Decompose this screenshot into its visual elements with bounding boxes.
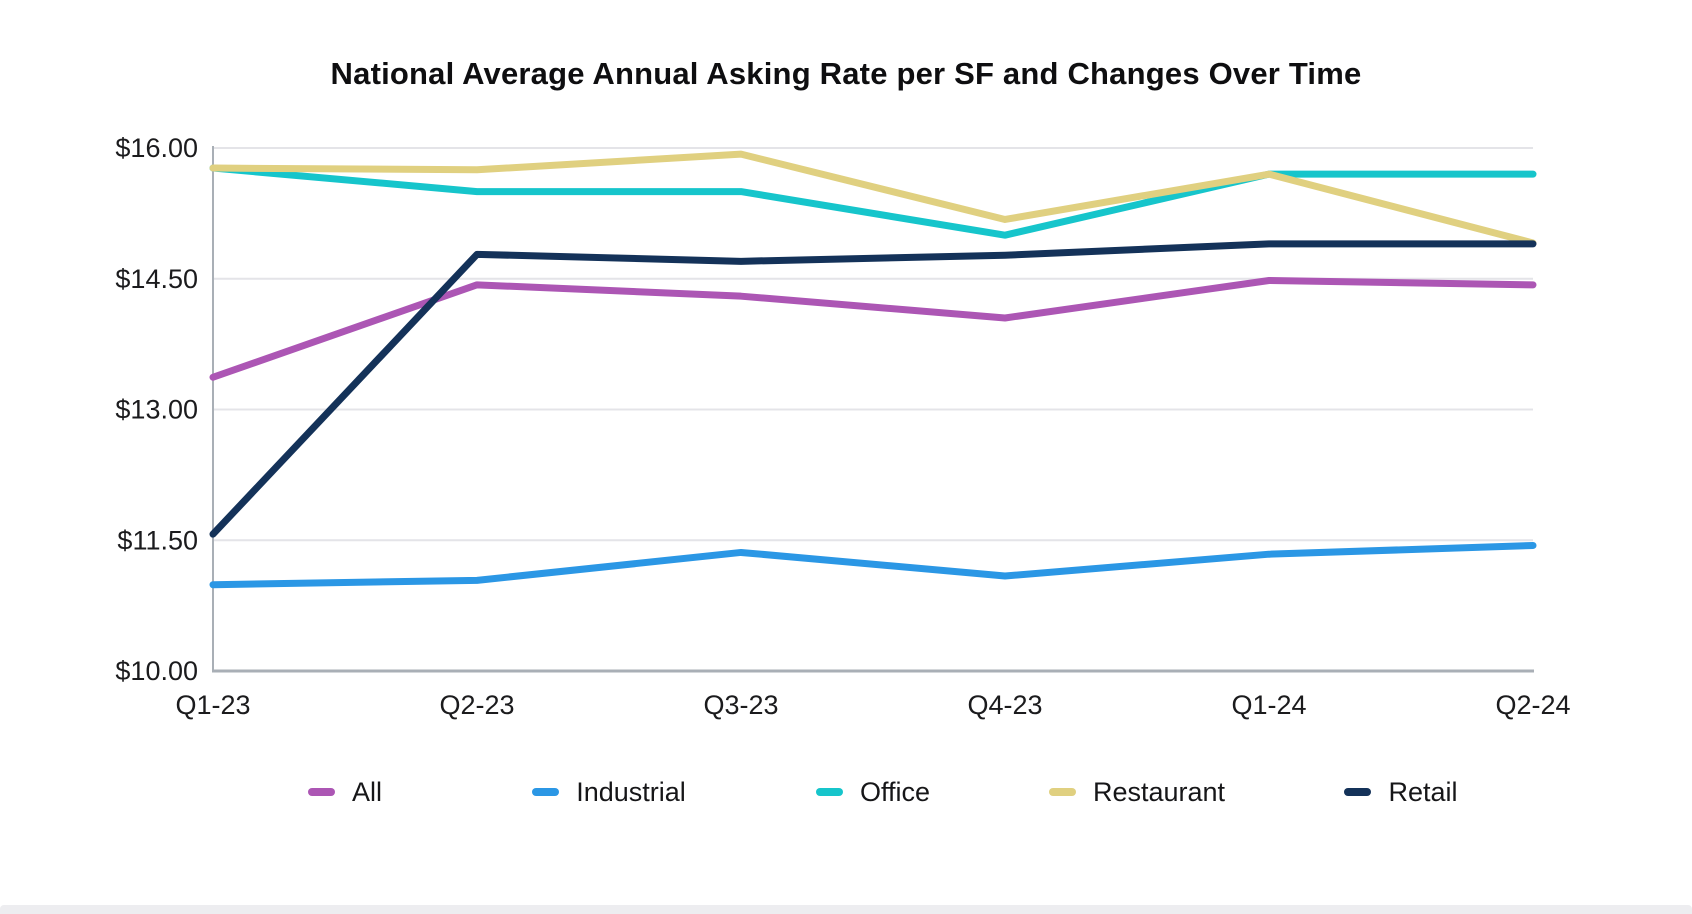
legend-cell-office: Office xyxy=(741,777,1005,808)
window-bottom-edge xyxy=(0,905,1692,914)
x-axis-tick-label: Q4-23 xyxy=(967,690,1042,720)
plot-area: $16.00 $14.50 $13.00 $11.50 $10.00 Q1-23 Q2-23… xyxy=(115,133,1570,720)
series-line-office xyxy=(209,164,1537,239)
legend-cell-retail: Retail xyxy=(1269,777,1533,808)
y-axis-tick-label: $14.50 xyxy=(115,264,198,294)
y-axis-tick-label: $11.50 xyxy=(117,525,198,555)
legend-label-all: All xyxy=(351,776,382,807)
y-axis-tick-label: $13.00 xyxy=(115,395,198,425)
legend-item-retail: Retail xyxy=(1344,776,1458,808)
legend-item-office: Office xyxy=(815,776,931,808)
legend-swatch-retail xyxy=(1344,788,1372,796)
legend-item-all: All xyxy=(307,776,382,808)
series-line-industrial xyxy=(209,541,1537,589)
legend-label-office: Office xyxy=(859,776,931,807)
legend-cell-all: All xyxy=(213,777,477,808)
legend-label-restaurant: Restaurant xyxy=(1092,776,1226,807)
series-line-restaurant xyxy=(209,150,1537,247)
y-axis-tick-label: $10.00 xyxy=(115,656,198,686)
chart-title: National Average Annual Asking Rate per … xyxy=(330,56,1362,91)
legend-swatch-office xyxy=(815,788,843,796)
legend-swatch-restaurant xyxy=(1048,788,1076,796)
legend: All Industrial Office Restaurant Retail xyxy=(213,770,1533,814)
legend-item-restaurant: Restaurant xyxy=(1048,776,1226,808)
y-axis-tick-label: $16.00 xyxy=(115,133,198,163)
series-line-retail xyxy=(209,240,1537,538)
x-axis-tick-label: Q1-24 xyxy=(1231,690,1306,720)
x-axis-tick-label: Q3-23 xyxy=(703,690,778,720)
legend-label-retail: Retail xyxy=(1388,776,1458,807)
x-axis-tick-label: Q2-23 xyxy=(439,690,514,720)
legend-swatch-all xyxy=(307,788,335,796)
legend-cell-industrial: Industrial xyxy=(477,777,741,808)
legend-swatch-industrial xyxy=(532,788,560,796)
legend-cell-restaurant: Restaurant xyxy=(1005,777,1269,808)
legend-item-industrial: Industrial xyxy=(532,777,686,808)
x-axis-tick-label: Q2-24 xyxy=(1495,690,1570,720)
x-axis-tick-label: Q1-23 xyxy=(175,690,250,720)
legend-label-industrial: Industrial xyxy=(576,776,686,807)
